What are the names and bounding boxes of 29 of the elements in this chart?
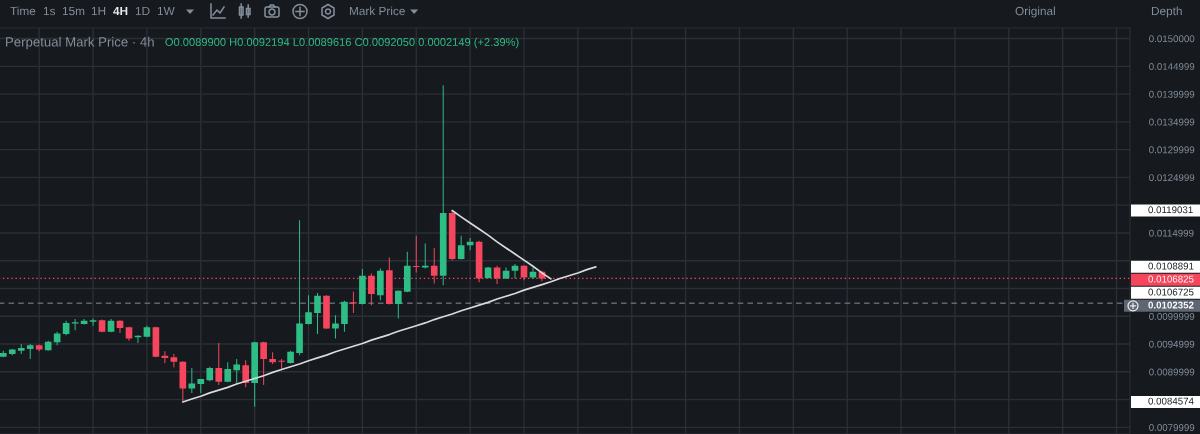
y-tick-label: 0.0114999 — [1149, 229, 1194, 237]
y-tick-label: 0.0144999 — [1149, 63, 1195, 70]
text: 1H — [91, 6, 106, 16]
text: Time — [10, 6, 36, 16]
y-tick-label: 0.0099999 — [1149, 312, 1195, 320]
ref-line-label: 0.0102352 — [1148, 301, 1194, 309]
y-tick-label: 0.0079999 — [1149, 424, 1195, 431]
y-tick-label: 0.0139999 — [1149, 90, 1195, 98]
text: 0.0106725 — [1148, 288, 1194, 296]
text: 15m — [62, 6, 85, 16]
text: Depth — [1151, 6, 1182, 18]
text: Mark Price — [349, 6, 405, 16]
text: 1s — [43, 6, 56, 16]
text: 0.0084574 — [1148, 397, 1194, 405]
y-tick-label: 0.0094999 — [1149, 340, 1195, 348]
y-tick-label: 0.0150000 — [1149, 35, 1195, 43]
text: O0.0089900 H0.0092194 L0.0089616 C0.0092050 0.0002149 (+2.39%) — [165, 37, 519, 49]
text: 1W — [157, 6, 175, 16]
text: 4H — [113, 6, 128, 16]
text: 1D — [135, 6, 150, 16]
text: Perpetual Mark Price · 4h — [6, 36, 154, 50]
y-tick-label: 0.0134999 — [1149, 118, 1195, 126]
text: 0.0119031 — [1148, 206, 1193, 214]
y-tick-label: 0.0124999 — [1149, 174, 1195, 182]
y-tick-label: 0.0089999 — [1149, 368, 1195, 376]
text: 0.0108891 — [1148, 262, 1194, 270]
y-tick-label: 0.0129999 — [1149, 146, 1195, 154]
ref-line-label: 0.0106825 — [1148, 275, 1194, 283]
text: Original — [1015, 6, 1055, 18]
